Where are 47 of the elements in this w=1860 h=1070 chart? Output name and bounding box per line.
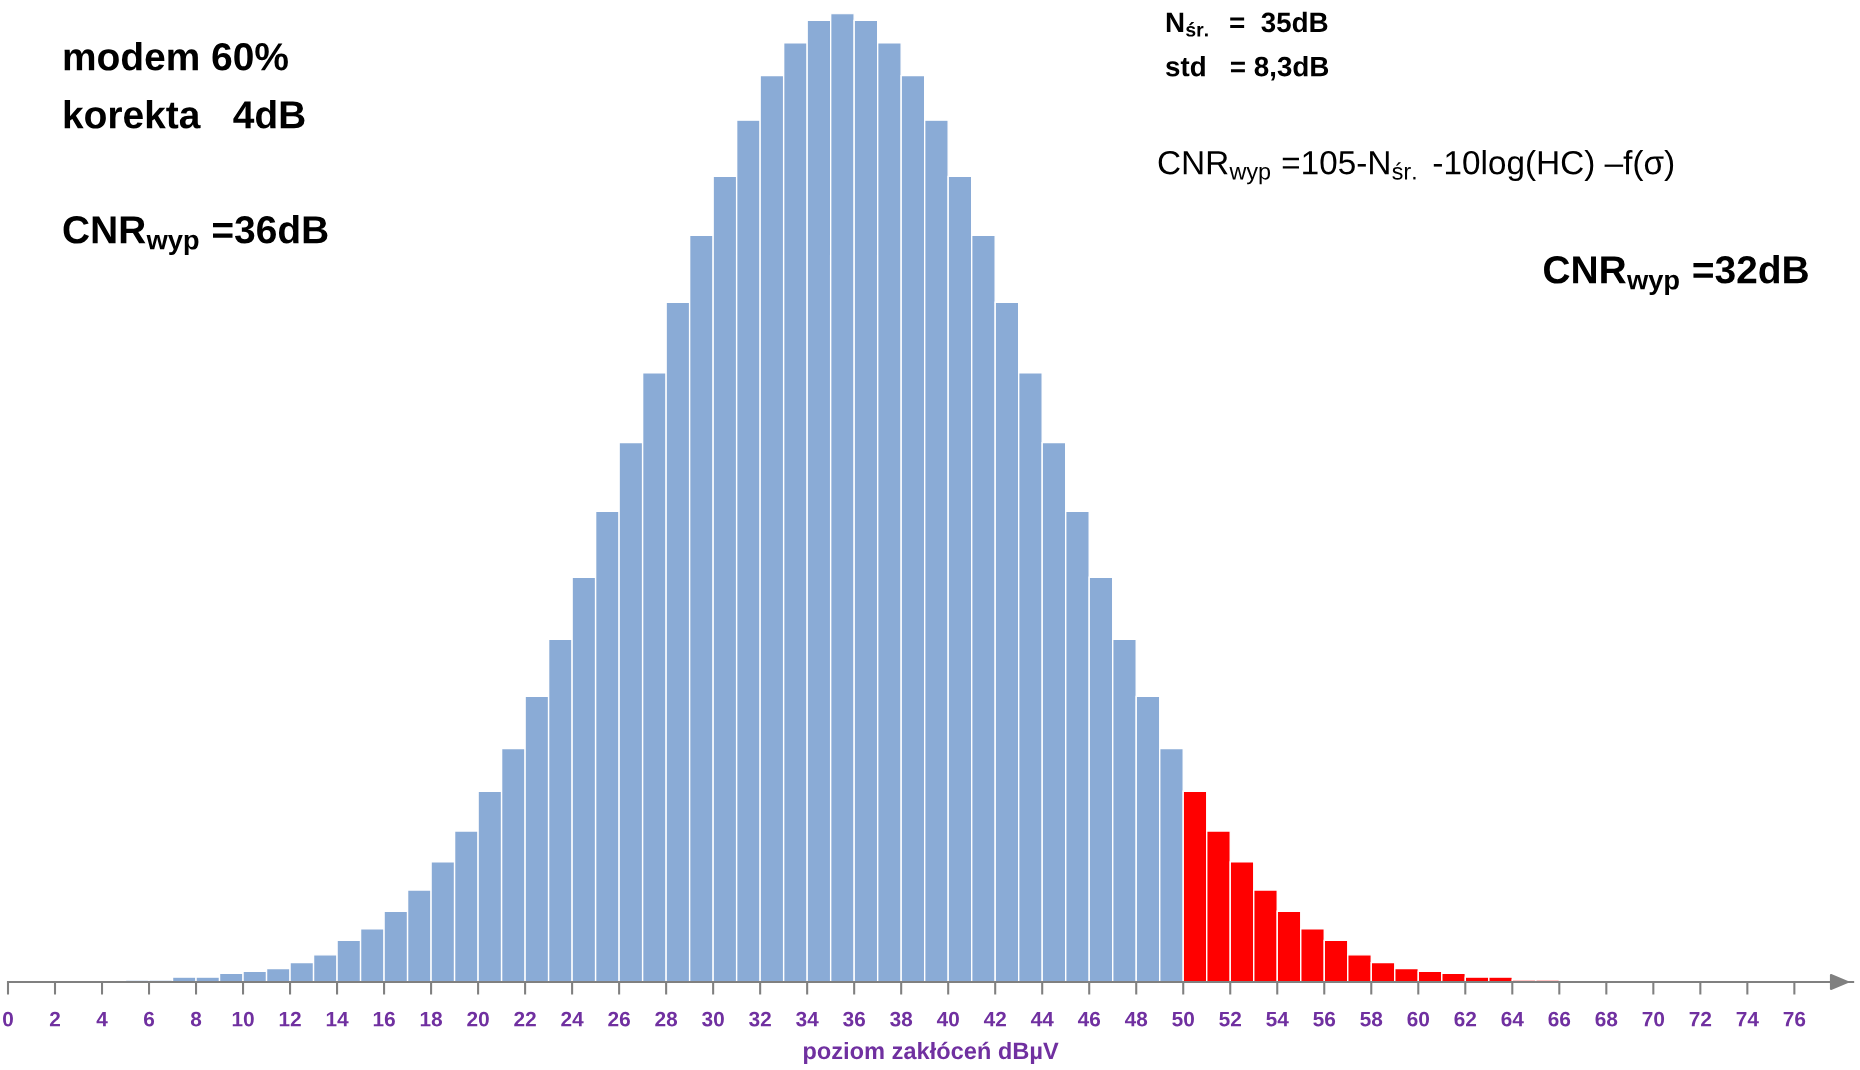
x-tick-label: 60 <box>1407 1011 1430 1027</box>
x-axis-title: poziom zakłóceń dBµV <box>803 1041 1059 1064</box>
x-tick-label: 0 <box>3 1011 13 1027</box>
x-tick-label: 6 <box>144 1011 155 1027</box>
x-tick-label: 32 <box>749 1011 771 1027</box>
annotation: modem 60% <box>64 42 288 71</box>
x-tick-label: 24 <box>561 1011 584 1027</box>
x-tick-label: 62 <box>1454 1011 1477 1027</box>
x-tick-label: 2 <box>49 1011 60 1027</box>
x-tick-label: 36 <box>843 1011 865 1027</box>
x-tick-label: 34 <box>796 1011 819 1027</box>
x-tick-label: 48 <box>1124 1011 1148 1027</box>
annotation: korekta 4dB <box>64 100 305 129</box>
x-tick-label: 66 <box>1548 1011 1571 1027</box>
x-tick-label: 8 <box>190 1011 202 1027</box>
x-tick-label: 30 <box>702 1011 724 1027</box>
x-tick-label: 74 <box>1736 1011 1759 1027</box>
x-tick-label: 14 <box>326 1011 349 1027</box>
x-tick-label: 44 <box>1030 1011 1054 1027</box>
x-tick-label: 20 <box>467 1011 489 1027</box>
x-tick-label: 70 <box>1642 1011 1665 1027</box>
annotation: N$_{śr.}$ = 35dB <box>1166 11 1328 37</box>
x-tick-label: 38 <box>890 1011 913 1027</box>
x-tick-label: 12 <box>279 1011 301 1027</box>
x-tick-label: 42 <box>983 1011 1006 1027</box>
x-tick-label: 76 <box>1783 1011 1806 1027</box>
annotation: CNR$_{wyp}$ =32dB <box>1544 255 1808 295</box>
annotation: CNR$_{wyp}$ =36dB <box>63 215 328 255</box>
x-tick-label: 52 <box>1219 1011 1241 1027</box>
x-tick-label: 26 <box>608 1011 630 1027</box>
x-tick-label: 58 <box>1360 1011 1383 1027</box>
x-tick-label: 28 <box>655 1011 678 1027</box>
x-tick-label: 64 <box>1501 1011 1524 1027</box>
x-tick-label: 18 <box>420 1011 443 1027</box>
annotation: CNR$_{wyp}$ =105-N$_{śr.}$ -10log(HC) –f(σ) <box>1158 150 1674 185</box>
x-tick-label: 72 <box>1689 1011 1712 1027</box>
x-tick-label: 54 <box>1266 1011 1289 1027</box>
x-tick-label: 4 <box>96 1011 108 1027</box>
x-tick-label: 10 <box>232 1011 254 1027</box>
x-tick-label: 50 <box>1172 1011 1194 1027</box>
x-tick-label: 22 <box>514 1011 536 1027</box>
x-tick-label: 40 <box>936 1011 959 1027</box>
x-tick-label: 16 <box>373 1011 395 1027</box>
x-tick-label: 46 <box>1077 1011 1101 1027</box>
annotation: std = 8,3dB <box>1165 56 1329 81</box>
x-tick-label: 56 <box>1313 1011 1336 1027</box>
x-tick-label: 68 <box>1595 1011 1618 1027</box>
